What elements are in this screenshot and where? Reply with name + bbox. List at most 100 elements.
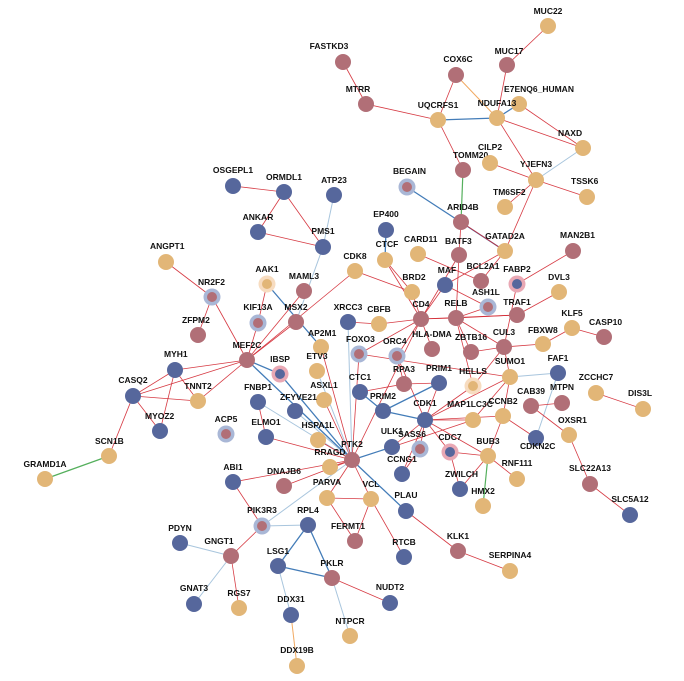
node-pdyn[interactable]: PDYN	[168, 523, 192, 551]
node-fnbp1[interactable]: FNBP1	[244, 382, 272, 410]
node-circle[interactable]	[404, 284, 420, 300]
node-circle[interactable]	[283, 607, 299, 623]
node-circle[interactable]	[437, 277, 453, 293]
node-circle[interactable]	[497, 199, 513, 215]
node-cdc7[interactable]: CDC7	[438, 432, 462, 461]
node-vcl[interactable]: VCL	[363, 479, 380, 507]
node-circle[interactable]	[225, 474, 241, 490]
node-circle[interactable]	[622, 507, 638, 523]
node-mtrr[interactable]: MTRR	[346, 84, 374, 112]
node-circle[interactable]	[431, 375, 447, 391]
node-circle[interactable]	[250, 394, 266, 410]
node-dis3l[interactable]: DIS3L	[628, 388, 652, 417]
node-circle[interactable]	[417, 412, 433, 428]
node-naxd[interactable]: NAXD	[558, 128, 591, 156]
node-circle[interactable]	[475, 498, 491, 514]
node-circle[interactable]	[448, 310, 464, 326]
node-lsg1[interactable]: LSG1	[267, 546, 289, 574]
node-circle[interactable]	[394, 466, 410, 482]
node-gramd1a[interactable]: GRAMD1A	[24, 459, 67, 487]
node-tssk6[interactable]: TSSK6	[571, 176, 599, 205]
node-ctc1[interactable]: CTC1	[349, 372, 371, 400]
node-circle[interactable]	[452, 481, 468, 497]
node-circle[interactable]	[445, 447, 455, 457]
node-circle[interactable]	[455, 162, 471, 178]
node-circle[interactable]	[528, 430, 544, 446]
node-circle[interactable]	[396, 549, 412, 565]
node-casq2[interactable]: CASQ2	[118, 375, 148, 404]
node-circle[interactable]	[509, 471, 525, 487]
node-sass6[interactable]: SASS6	[398, 429, 429, 458]
node-circle[interactable]	[186, 596, 202, 612]
node-circle[interactable]	[253, 318, 263, 328]
node-circle[interactable]	[502, 369, 518, 385]
node-plau[interactable]: PLAU	[394, 490, 418, 519]
node-pklr[interactable]: PKLR	[320, 558, 344, 586]
node-circle[interactable]	[451, 247, 467, 263]
node-circle[interactable]	[342, 628, 358, 644]
node-etv3[interactable]: ETV3	[306, 351, 328, 379]
node-tm6sf2[interactable]: TM6SF2	[493, 187, 526, 215]
node-parva[interactable]: PARVA	[313, 477, 341, 506]
node-cd4[interactable]: CD4	[412, 299, 430, 327]
node-circle[interactable]	[225, 178, 241, 194]
node-circle[interactable]	[300, 517, 316, 533]
node-circle[interactable]	[296, 283, 312, 299]
node-circle[interactable]	[551, 284, 567, 300]
node-circle[interactable]	[528, 172, 544, 188]
node-circle[interactable]	[489, 110, 505, 126]
node-ulk1[interactable]: ULK1	[381, 426, 403, 455]
node-xrcc3[interactable]: XRCC3	[334, 302, 363, 330]
node-circle[interactable]	[495, 408, 511, 424]
node-ctcf[interactable]: CTCF	[376, 239, 399, 268]
node-circle[interactable]	[377, 252, 393, 268]
node-foxo3[interactable]: FOXO3	[346, 334, 375, 363]
node-circle[interactable]	[579, 189, 595, 205]
node-pms1[interactable]: PMS1	[311, 226, 335, 255]
node-circle[interactable]	[402, 182, 412, 192]
node-circle[interactable]	[482, 155, 498, 171]
node-circle[interactable]	[499, 57, 515, 73]
node-circle[interactable]	[340, 314, 356, 330]
node-circle[interactable]	[289, 658, 305, 674]
node-cox6c[interactable]: COX6C	[443, 54, 473, 83]
node-prim1[interactable]: PRIM1	[426, 363, 452, 391]
node-elmo1[interactable]: ELMO1	[251, 417, 281, 445]
node-scn1b[interactable]: SCN1B	[95, 436, 124, 464]
node-circle[interactable]	[167, 362, 183, 378]
node-circle[interactable]	[523, 398, 539, 414]
node-circle[interactable]	[101, 448, 117, 464]
node-circle[interactable]	[430, 112, 446, 128]
node-circle[interactable]	[158, 254, 174, 270]
node-circle[interactable]	[483, 302, 493, 312]
node-oxsr1[interactable]: OXSR1	[558, 415, 587, 443]
node-rpl4[interactable]: RPL4	[297, 505, 319, 533]
node-asxl1[interactable]: ASXL1	[310, 380, 338, 408]
node-circle[interactable]	[480, 448, 496, 464]
node-angpt1[interactable]: ANGPT1	[150, 241, 185, 270]
node-atp23[interactable]: ATP23	[321, 175, 347, 203]
node-circle[interactable]	[554, 395, 570, 411]
node-hmx2[interactable]: HMX2	[471, 486, 495, 514]
node-circle[interactable]	[221, 429, 231, 439]
node-msx2[interactable]: MSX2	[284, 302, 308, 330]
node-map1lc3c[interactable]: MAP1LC3C	[447, 399, 493, 428]
node-ddx19b[interactable]: DDX19B	[280, 645, 314, 674]
node-circle[interactable]	[288, 314, 304, 330]
node-myh1[interactable]: MYH1	[164, 349, 188, 378]
node-circle[interactable]	[172, 535, 188, 551]
node-dnajb6[interactable]: DNAJB6	[267, 466, 301, 494]
node-circle[interactable]	[276, 184, 292, 200]
node-klf5[interactable]: KLF5	[561, 308, 583, 336]
node-circle[interactable]	[262, 279, 272, 289]
node-muc22[interactable]: MUC22	[534, 6, 563, 34]
node-circle[interactable]	[257, 521, 267, 531]
node-circle[interactable]	[463, 344, 479, 360]
node-sumo1[interactable]: SUMO1	[495, 356, 526, 385]
node-circle[interactable]	[354, 349, 364, 359]
node-begain[interactable]: BEGAIN	[393, 166, 426, 196]
node-circle[interactable]	[450, 543, 466, 559]
node-circle[interactable]	[287, 403, 303, 419]
node-circle[interactable]	[540, 18, 556, 34]
node-relb[interactable]: RELB	[444, 298, 468, 326]
